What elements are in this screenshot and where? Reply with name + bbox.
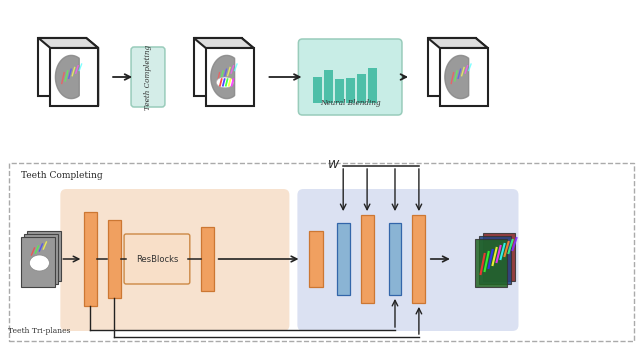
Bar bbox=[479, 236, 511, 284]
Bar bbox=[346, 78, 355, 103]
Bar bbox=[309, 231, 323, 287]
Polygon shape bbox=[242, 38, 253, 106]
Bar bbox=[428, 38, 476, 96]
Polygon shape bbox=[476, 38, 488, 106]
Bar bbox=[357, 74, 366, 103]
Bar bbox=[22, 237, 56, 287]
Bar bbox=[368, 68, 377, 103]
Bar bbox=[324, 70, 333, 103]
Bar bbox=[335, 79, 344, 103]
Bar bbox=[51, 48, 98, 106]
Bar bbox=[360, 215, 374, 303]
Text: Teeth Tri-planes: Teeth Tri-planes bbox=[8, 327, 70, 335]
Ellipse shape bbox=[216, 77, 234, 88]
Text: Neural Blending: Neural Blending bbox=[320, 99, 381, 107]
FancyBboxPatch shape bbox=[298, 189, 518, 331]
FancyBboxPatch shape bbox=[8, 163, 634, 341]
Bar bbox=[201, 227, 214, 291]
Bar bbox=[483, 233, 515, 281]
Bar bbox=[84, 212, 97, 306]
Bar bbox=[194, 38, 242, 96]
FancyBboxPatch shape bbox=[298, 39, 402, 115]
Bar bbox=[28, 231, 61, 281]
Polygon shape bbox=[428, 38, 488, 48]
FancyBboxPatch shape bbox=[60, 189, 289, 331]
Polygon shape bbox=[86, 38, 98, 106]
Text: $W$: $W$ bbox=[327, 158, 340, 170]
Polygon shape bbox=[56, 56, 79, 99]
Bar bbox=[38, 38, 86, 96]
Polygon shape bbox=[445, 56, 468, 99]
Polygon shape bbox=[211, 56, 235, 99]
Bar bbox=[108, 220, 120, 298]
Bar bbox=[388, 223, 401, 295]
Bar bbox=[24, 234, 58, 284]
Text: Teeth Completing: Teeth Completing bbox=[144, 44, 152, 110]
Text: Teeth Completing: Teeth Completing bbox=[20, 171, 102, 180]
FancyBboxPatch shape bbox=[131, 47, 165, 107]
Bar bbox=[314, 77, 323, 103]
Bar bbox=[205, 48, 253, 106]
Text: ResBlocks: ResBlocks bbox=[136, 254, 178, 263]
Bar bbox=[440, 48, 488, 106]
Ellipse shape bbox=[29, 255, 49, 271]
Polygon shape bbox=[38, 38, 98, 48]
Polygon shape bbox=[194, 38, 253, 48]
Bar bbox=[412, 215, 426, 303]
FancyBboxPatch shape bbox=[124, 234, 190, 284]
Bar bbox=[475, 239, 506, 287]
Bar bbox=[337, 223, 349, 295]
